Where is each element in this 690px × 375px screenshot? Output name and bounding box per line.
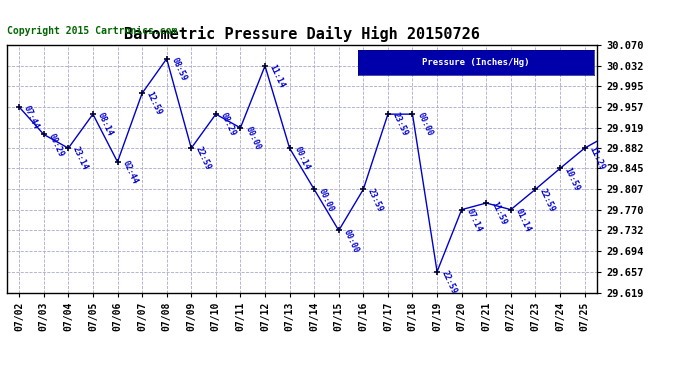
Text: 23:14: 23:14 bbox=[71, 146, 90, 172]
Text: 00:29: 00:29 bbox=[46, 132, 66, 158]
Text: 11:59: 11:59 bbox=[489, 200, 508, 227]
Text: 00:00: 00:00 bbox=[243, 125, 262, 152]
Text: 00:00: 00:00 bbox=[317, 186, 335, 213]
Text: 07:44: 07:44 bbox=[22, 104, 41, 131]
Text: 00:00: 00:00 bbox=[342, 228, 360, 254]
Text: 01:14: 01:14 bbox=[513, 207, 532, 233]
Text: 21:44: 21:44 bbox=[0, 374, 1, 375]
Text: 22:59: 22:59 bbox=[440, 269, 459, 296]
Text: 11:14: 11:14 bbox=[0, 374, 1, 375]
Text: 00:14: 00:14 bbox=[293, 146, 311, 172]
Text: 22:59: 22:59 bbox=[194, 146, 213, 172]
Text: 00:00: 00:00 bbox=[415, 111, 434, 138]
Text: 23:59: 23:59 bbox=[366, 186, 385, 213]
Text: Copyright 2015 Cartronics.com: Copyright 2015 Cartronics.com bbox=[7, 26, 177, 36]
Text: 11:14: 11:14 bbox=[268, 63, 286, 90]
Text: 10:59: 10:59 bbox=[563, 166, 582, 192]
Text: 08:14: 08:14 bbox=[96, 111, 115, 138]
Text: 11:29: 11:29 bbox=[587, 146, 606, 172]
Text: 08:29: 08:29 bbox=[219, 111, 237, 138]
Text: 23:59: 23:59 bbox=[391, 111, 409, 138]
Text: 12:59: 12:59 bbox=[145, 90, 164, 117]
Title: Barometric Pressure Daily High 20150726: Barometric Pressure Daily High 20150726 bbox=[124, 27, 480, 42]
Text: 08:59: 08:59 bbox=[170, 56, 188, 82]
Text: 22:59: 22:59 bbox=[538, 186, 557, 213]
Text: 02:44: 02:44 bbox=[120, 159, 139, 186]
Text: 07:14: 07:14 bbox=[464, 207, 483, 233]
